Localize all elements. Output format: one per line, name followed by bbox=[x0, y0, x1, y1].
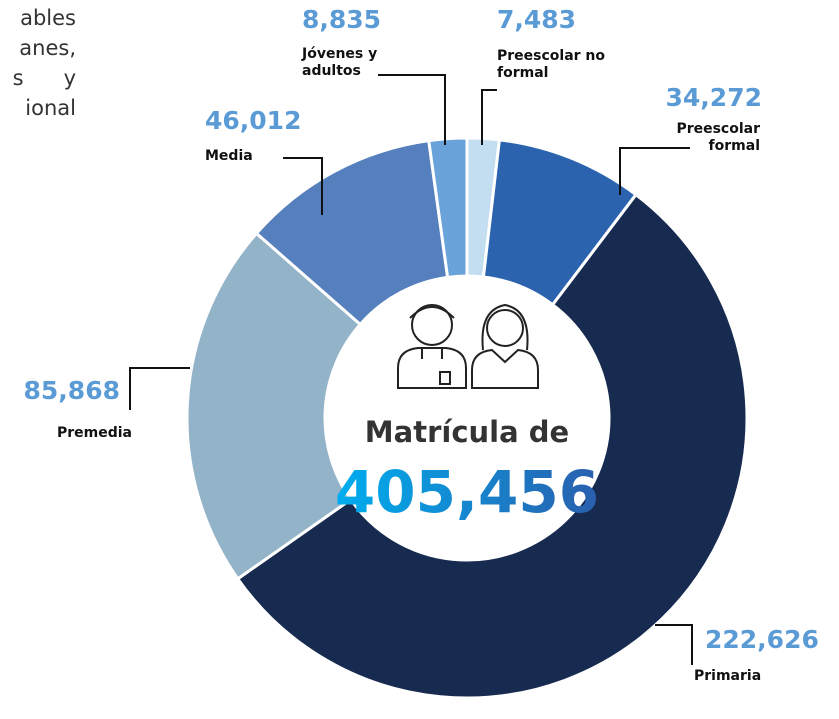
category-label: Premedia bbox=[56, 425, 132, 441]
paragraph-line: anes, bbox=[19, 36, 76, 60]
center-value: 405,456 bbox=[335, 458, 599, 526]
value-label: 8,835 bbox=[302, 5, 382, 34]
category-label: Media bbox=[205, 148, 253, 164]
value-label: 85,868 bbox=[23, 376, 120, 405]
paragraph-line: ables bbox=[20, 6, 76, 30]
leader-line bbox=[619, 147, 690, 195]
category-label: Preescolar formal bbox=[676, 121, 760, 154]
leader-line bbox=[481, 89, 497, 145]
leader-line bbox=[655, 624, 693, 665]
donut-slice bbox=[235, 192, 749, 700]
category-label: Jóvenes y adultos bbox=[302, 46, 378, 79]
category-label: Preescolar no formal bbox=[497, 48, 606, 81]
leader-line bbox=[129, 367, 190, 410]
paragraph-line: s y bbox=[12, 66, 76, 90]
paragraph-line: ional bbox=[25, 96, 76, 120]
category-label: Primaria bbox=[694, 668, 762, 684]
center-title: Matrícula de bbox=[365, 415, 569, 449]
value-label: 46,012 bbox=[205, 106, 302, 135]
value-label: 34,272 bbox=[665, 83, 762, 112]
leader-line bbox=[283, 157, 323, 215]
leader-line bbox=[378, 74, 446, 145]
value-label: 7,483 bbox=[497, 5, 577, 34]
donut-slice bbox=[427, 136, 469, 280]
donut-slice bbox=[185, 231, 363, 581]
value-label: 222,626 bbox=[705, 625, 819, 654]
students-icon bbox=[397, 303, 539, 389]
